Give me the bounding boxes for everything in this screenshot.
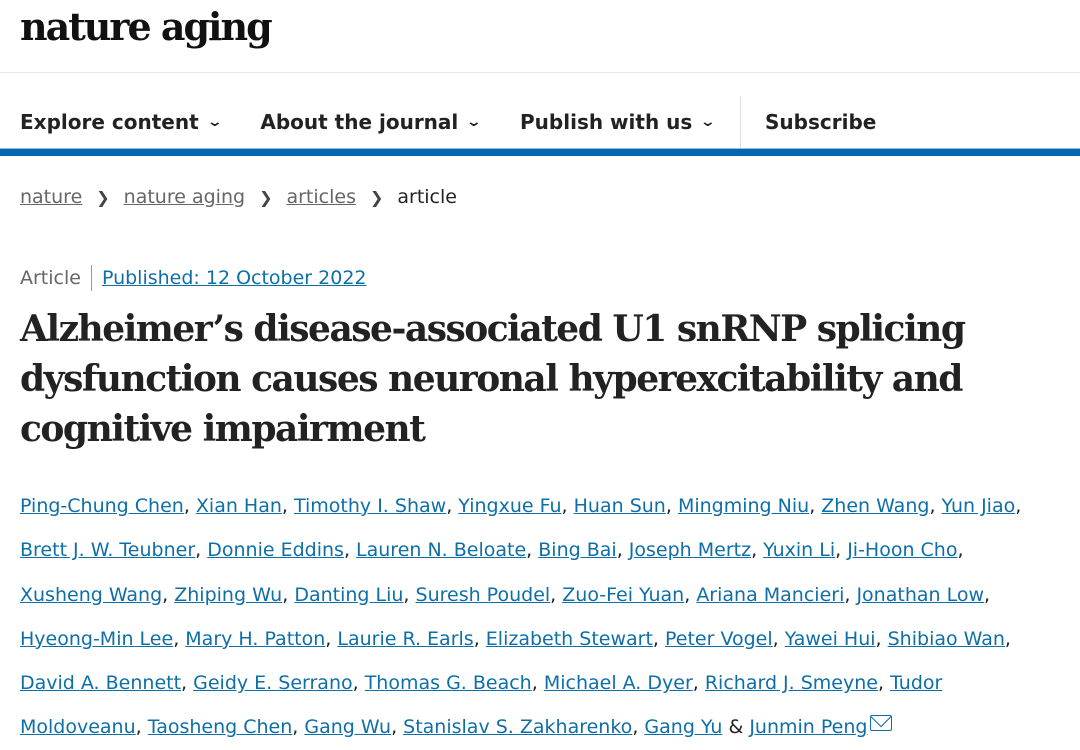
divider	[0, 72, 1080, 73]
nav-about-journal[interactable]: About the journal ⌄	[260, 110, 483, 134]
author-link[interactable]: Tudor	[890, 672, 943, 695]
author-link[interactable]: Suresh Poudel	[415, 583, 551, 606]
chevron-right-icon: ❯	[259, 187, 273, 207]
author-link[interactable]: Taosheng Chen	[147, 716, 293, 739]
author-link[interactable]: Xusheng Wang	[20, 583, 163, 606]
nav-label: Explore content	[20, 110, 199, 134]
author-link[interactable]: Joseph Mertz	[628, 539, 752, 562]
author-list: Ping-Chung Chen, Xian Han, Timothy I. Sh…	[20, 484, 1021, 750]
nav-subscribe[interactable]: Subscribe	[765, 110, 877, 134]
nav-label: Publish with us	[520, 110, 693, 134]
author-link[interactable]: Brett J. W. Teubner	[20, 539, 196, 562]
chevron-down-icon: ⌄	[465, 114, 483, 130]
author-link[interactable]: Xian Han	[195, 495, 282, 517]
published-date-link[interactable]: Published: 12 October 2022	[101, 267, 367, 289]
author-line: Brett J. W. Teubner, Donnie Eddins, Laur…	[20, 539, 964, 562]
author-link[interactable]: Gang Wu	[304, 716, 392, 739]
author-link[interactable]: Richard J. Smeyne	[704, 672, 878, 695]
breadcrumb-current: article	[397, 186, 457, 208]
chevron-right-icon: ❯	[96, 187, 110, 207]
author-line: Ping-Chung Chen, Xian Han, Timothy I. Sh…	[20, 495, 1022, 517]
chevron-right-icon: ❯	[369, 187, 384, 207]
ampersand: &	[728, 716, 744, 739]
author-link[interactable]: Donnie Eddins	[207, 539, 344, 562]
author-line: Hyeong-Min Lee, Mary H. Patton, Laurie R…	[20, 627, 1011, 650]
nav-label: About the journal	[260, 110, 459, 134]
nav-publish[interactable]: Publish with us ⌄	[520, 110, 717, 134]
author-link[interactable]: Yawei Hui	[784, 627, 876, 650]
author-link[interactable]: Yun Jiao	[941, 495, 1016, 517]
author-link[interactable]: Gang Yu	[644, 716, 723, 739]
author-link[interactable]: Yingxue Fu	[458, 495, 562, 517]
author-link[interactable]: Zhiping Wu	[174, 583, 283, 606]
article-meta: Article Published: 12 October 2022	[20, 265, 367, 291]
meta-divider	[90, 265, 92, 291]
author-line: Moldoveanu, Taosheng Chen, Gang Wu, Stan…	[20, 705, 1021, 749]
author-link[interactable]: Huan Sun	[573, 495, 666, 517]
author-link[interactable]: Shibiao Wan	[887, 627, 1005, 650]
author-link[interactable]: Bing Bai	[538, 539, 617, 562]
author-link[interactable]: Mingming Niu	[677, 495, 810, 517]
main-nav: Explore content ⌄ About the journal ⌄ Publ…	[20, 96, 916, 148]
breadcrumb-nature-aging[interactable]: nature aging	[123, 186, 246, 208]
author-link[interactable]: Danting Liu	[294, 583, 404, 606]
author-link[interactable]: Yuxin Li	[763, 539, 836, 562]
article-title: Alzheimer’s disease-associated U1 snRNP …	[20, 308, 966, 450]
author-link[interactable]: Zuo-Fei Yuan	[562, 583, 685, 606]
breadcrumb: nature ❯ nature aging ❯ articles ❯ article	[20, 186, 457, 208]
author-link[interactable]: Ariana Mancieri	[696, 583, 845, 606]
article-type: Article	[20, 267, 81, 289]
author-line: Xusheng Wang, Zhiping Wu, Danting Liu, S…	[20, 583, 991, 606]
author-link[interactable]: Laurie R. Earls	[337, 627, 474, 650]
author-link[interactable]: Hyeong-Min Lee	[20, 627, 174, 650]
author-link[interactable]: Peter Vogel	[665, 627, 773, 650]
author-link[interactable]: Jonathan Low	[856, 583, 984, 606]
author-link[interactable]: Lauren N. Beloate	[356, 539, 527, 562]
author-link[interactable]: Ping-Chung Chen	[20, 495, 184, 517]
author-line: David A. Bennett, Geidy E. Serrano, Thom…	[20, 672, 943, 695]
author-link[interactable]: Elizabeth Stewart	[485, 627, 653, 650]
author-link[interactable]: David A. Bennett	[20, 672, 182, 695]
author-link[interactable]: Zhen Wang	[821, 495, 930, 517]
chevron-down-icon: ⌄	[699, 114, 717, 130]
nav-separator	[740, 96, 742, 148]
author-link[interactable]: Ji-Hoon Cho	[847, 539, 958, 562]
breadcrumb-nature[interactable]: nature	[20, 186, 83, 208]
author-link[interactable]: Geidy E. Serrano	[193, 672, 353, 695]
author-link[interactable]: Thomas G. Beach	[364, 672, 532, 695]
author-link[interactable]: Stanislav S. Zakharenko	[403, 716, 633, 739]
author-link[interactable]: Moldoveanu	[20, 716, 136, 739]
author-link[interactable]: Timothy I. Shaw	[294, 495, 447, 517]
author-link[interactable]: Mary H. Patton	[185, 627, 326, 650]
breadcrumb-articles[interactable]: articles	[286, 186, 356, 208]
author-link[interactable]: Junmin Peng	[749, 716, 868, 739]
author-link[interactable]: Michael A. Dyer	[543, 672, 693, 695]
email-icon[interactable]	[870, 715, 893, 732]
chevron-down-icon: ⌄	[206, 114, 223, 130]
journal-logo[interactable]: nature aging	[20, 4, 273, 49]
accent-bar	[0, 148, 1080, 156]
nav-explore-content[interactable]: Explore content ⌄	[20, 110, 223, 134]
